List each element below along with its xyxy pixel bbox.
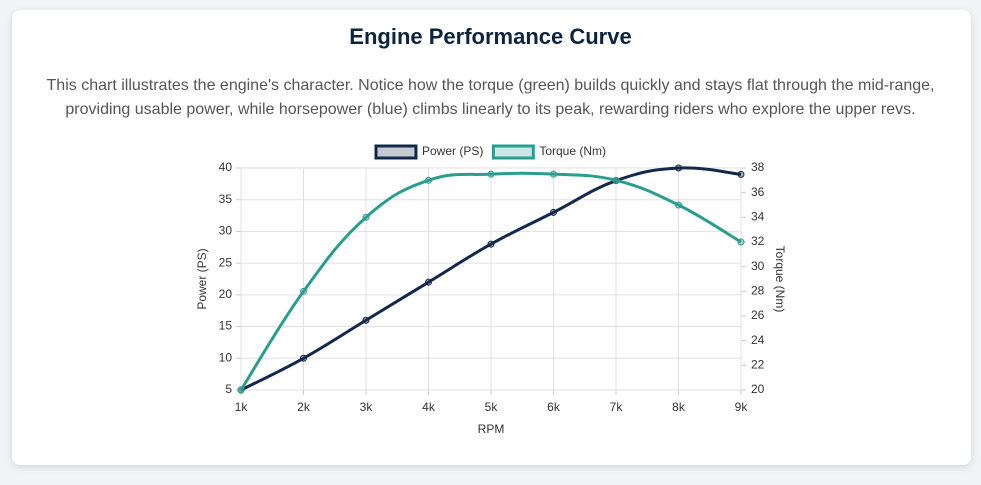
y2-tick-label: 30 [751,259,765,273]
y-tick-label: 10 [219,350,233,364]
y-tick-label: 30 [219,224,233,238]
x-tick-label: 1k [235,400,249,414]
x-axis-title: RPM [478,422,505,436]
y2-tick-label: 28 [751,284,765,298]
chart-subtitle: This chart illustrates the engine's char… [46,77,935,118]
y-tick-label: 5 [225,382,232,396]
y-axis-title: Power (PS) [195,248,209,309]
y2-axis-title: Torque (Nm) [773,246,787,313]
y2-tick-label: 26 [751,308,765,322]
data-point [425,278,432,286]
x-tick-label: 7k [610,400,624,414]
series-line [240,166,742,392]
data-point [487,240,495,248]
series-line [239,171,742,391]
y2-tick-label: 24 [751,333,765,347]
x-tick-label: 5k [485,400,499,414]
data-point [675,201,682,209]
data-point [487,170,495,178]
data-point [300,287,307,295]
y2-tick-label: 36 [751,185,765,199]
y-tick-label: 20 [219,287,233,301]
y2-tick-label: 38 [751,160,765,174]
y-tick-label: 25 [219,255,233,269]
data-point [237,386,245,394]
y2-tick-label: 32 [751,234,765,248]
data-point [550,208,557,216]
x-tick-label: 3k [360,400,374,414]
data-point [675,164,682,172]
data-point [362,213,370,221]
y-tick-label: 40 [219,160,233,174]
legend-swatch [374,144,418,160]
legend-swatch [491,144,535,160]
x-tick-label: 9k [735,400,749,414]
legend-label: Power (PS) [422,144,483,158]
data-point [737,238,745,246]
data-point [300,354,307,362]
y-tick-label: 15 [219,319,233,333]
x-tick-label: 4k [422,400,436,414]
data-point [550,170,557,178]
chart-title: Engine Performance Curve [349,24,632,49]
x-tick-label: 6k [547,400,561,414]
data-point [425,176,432,184]
data-point [737,170,745,178]
data-point [612,176,620,184]
y-tick-label: 35 [219,192,233,206]
y2-tick-label: 34 [751,210,765,224]
data-point [362,316,370,324]
x-tick-label: 2k [297,400,311,414]
y2-tick-label: 20 [751,382,765,396]
x-tick-label: 8k [672,400,686,414]
legend-label: Torque (Nm) [539,144,606,158]
y2-tick-label: 22 [751,358,765,372]
